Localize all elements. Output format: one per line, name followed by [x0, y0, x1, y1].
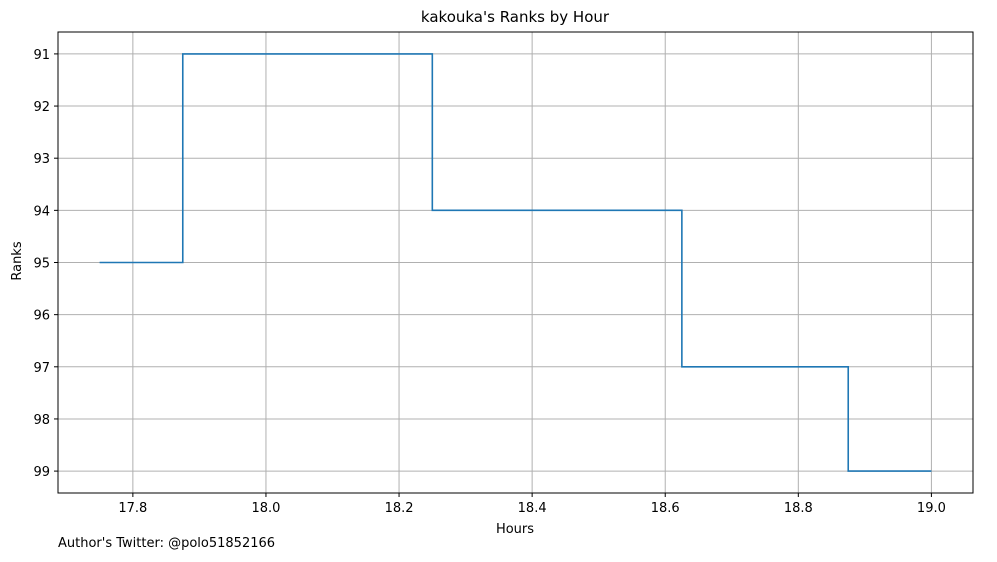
x-tick-label: 18.8: [784, 501, 813, 516]
grid-lines: [58, 32, 973, 493]
y-tick-label: 96: [33, 309, 50, 324]
y-tick-label: 92: [33, 100, 50, 115]
series-rank-line: [99, 53, 932, 472]
y-tick-label: 99: [33, 465, 50, 480]
x-tick-label: 18.4: [518, 501, 547, 516]
x-axis-ticks: 17.8 18.0 18.2 18.4 18.6 18.8 19.0: [118, 493, 946, 516]
author-caption: Author's Twitter: @polo51852166: [58, 536, 276, 551]
y-tick-label: 95: [33, 257, 50, 272]
y-tick-label: 93: [33, 152, 50, 167]
rank-step-line: [99, 53, 932, 472]
x-tick-label: 18.2: [385, 501, 414, 516]
x-tick-label: 19.0: [917, 501, 946, 516]
y-axis-ticks: 91 92 93 94 95 96 97 98 99: [33, 48, 58, 480]
y-axis-label: Ranks: [10, 241, 25, 280]
y-tick-label: 94: [33, 204, 50, 219]
x-tick-label: 17.8: [118, 501, 147, 516]
x-tick-label: 18.0: [251, 501, 280, 516]
chart-title: kakouka's Ranks by Hour: [421, 8, 610, 26]
y-tick-label: 98: [33, 413, 50, 428]
x-tick-label: 18.6: [651, 501, 680, 516]
y-tick-label: 91: [33, 48, 50, 63]
x-axis-label: Hours: [496, 522, 534, 537]
y-tick-label: 97: [33, 361, 50, 376]
